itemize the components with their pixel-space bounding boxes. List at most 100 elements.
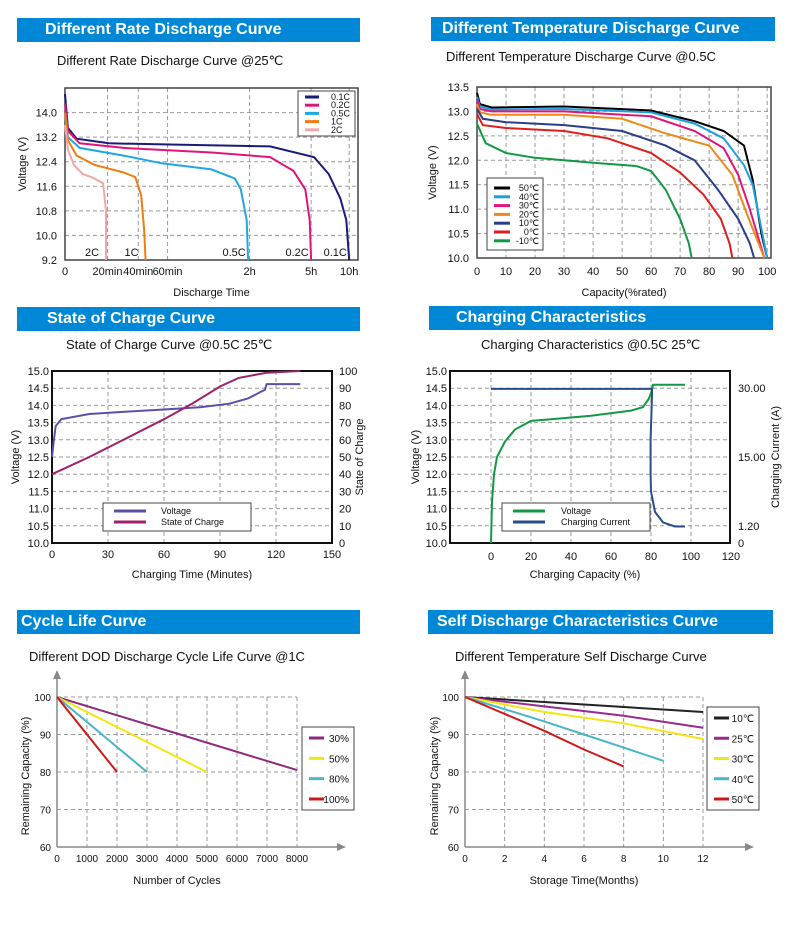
x-axis-label: Storage Time(Months) [530,875,639,887]
y-tick-label: 10.0 [36,230,57,242]
chart-title-charging: Charging Characteristics @0.5C 25℃ [481,337,701,352]
x-axis-label: Capacity(%rated) [582,287,667,299]
x-tick-label: 2h [243,266,255,278]
y2-tick-label: 50 [339,452,351,464]
x-tick-label: 8000 [286,854,309,865]
series-line-10℃ [476,108,756,259]
y2-tick-label: 15.00 [738,452,766,464]
series-line-30℃ [476,98,766,259]
y-tick-label: 12.0 [28,469,49,481]
series-line-50℃ [464,696,625,768]
y-tick-label: 15.0 [426,366,447,378]
series-line-State of Charge [51,370,301,476]
series-end-label: 0.5C [223,247,246,259]
legend-label: 40℃ [732,775,754,786]
plot-frame [476,86,772,259]
y-tick-label: 10.8 [36,206,57,218]
chart-rate-discharge: 9.2 10.0 10.8 11.6 12.4 13.2 14.0 0 20min 40min 60… [17,87,359,299]
legend-label: Voltage [161,506,191,516]
legend-label: 50℃ [519,183,539,193]
panel-header-temp-discharge: Different Temperature Discharge Curve [431,17,775,41]
x-tick-label: 20 [525,551,537,563]
chart-title-rate-discharge: Different Rate Discharge Curve @25℃ [57,53,284,68]
legend-label: 40℃ [519,192,539,202]
y-tick-label: 13.0 [448,106,469,118]
y-tick-label: 70 [448,806,460,817]
y-tick-label: 14.0 [36,108,57,120]
x-tick-label: 4 [542,854,548,865]
y-tick-label: 13.0 [426,435,447,447]
legend-label: 100% [323,795,349,806]
y-tick-label: 11.5 [448,180,469,192]
y-axis-label: Remaining Capacity (%) [429,717,441,836]
panel-header-cycle-life: Cycle Life Curve [17,610,360,634]
y-axis-label: Voltage (V) [10,430,22,484]
x-tick-label: 10 [500,266,512,278]
x-tick-label: 70 [674,266,686,278]
legend-label: -10℃ [516,236,539,246]
x-tick-label: 10 [658,854,670,865]
y-axis-label: Remaining Capacity (%) [20,717,32,836]
y-tick-label: 80 [40,768,52,779]
panel-header-soc: State of Charge Curve [17,307,360,331]
x-tick-label: 10h [340,266,358,278]
legend-label: Voltage [561,506,591,516]
chart-title-soc: State of Charge Curve @0.5C 25℃ [66,337,273,352]
y2-tick-label: 60 [339,435,351,447]
legend-box [501,502,651,532]
y-axis-arrow-icon [461,670,469,679]
series-line-0.5C [64,112,250,261]
y-axis-label: Voltage (V) [410,430,422,484]
legend-label: 80% [329,775,349,786]
x-axis-label: Charging Time (Minutes) [132,569,252,581]
y-tick-label: 9.2 [42,255,57,267]
x-tick-label: 80 [645,551,657,563]
y-tick-label: 12.0 [448,155,469,167]
y2-tick-label: 30.00 [738,383,766,395]
y-tick-label: 11.5 [426,486,447,498]
y2-tick-label: 0 [339,538,345,550]
y-tick-label: 100 [34,693,51,704]
series-line-10℃ [464,696,704,713]
y2-tick-label: 10 [339,521,351,533]
y2-tick-label: 40 [339,469,351,481]
x-tick-label: 0 [462,854,468,865]
x-tick-label: 90 [214,549,226,561]
chart-state-of-charge: 10.0 10.5 11.0 11.5 12.0 12.5 13.0 13.5 14.0 14.5… [10,366,366,581]
x-tick-label: 12 [697,854,709,865]
y-tick-label: 12.5 [448,131,469,143]
y-tick-label: 14.5 [426,383,447,395]
y-tick-label: 13.0 [28,435,49,447]
y2-tick-label: 80 [339,400,351,412]
y-tick-label: 11.0 [28,504,49,516]
x-tick-label: 7000 [256,854,279,865]
x-tick-label: 8 [621,854,627,865]
x-tick-label: 60 [158,549,170,561]
chart-title-cycle-life: Different DOD Discharge Cycle Life Curve… [29,649,305,664]
x-tick-label: 120 [267,549,285,561]
x-tick-label: 20 [529,266,541,278]
series-line-0℃ [476,113,734,259]
series-line-80% [56,696,148,773]
x-tick-label: 2000 [106,854,129,865]
chart-charging: 10.0 10.5 11.0 11.5 12.0 12.5 13.0 13.5 14.0 14.5… [410,366,782,581]
x-tick-label: 100 [682,551,700,563]
series-line-100% [56,696,118,773]
x-tick-label: 40min [123,266,153,278]
series-line-25℃ [464,696,704,729]
series-line-40℃ [476,96,769,259]
y-tick-label: 90 [448,731,460,742]
y-tick-label: 90 [40,731,52,742]
plot-frame [449,370,731,544]
legend-label: Charging Current [561,517,631,527]
y-tick-label: 10.5 [448,229,469,241]
x-tick-label: 0 [49,549,55,561]
x-tick-label: 5000 [196,854,219,865]
legend-label: 20℃ [519,209,539,219]
y2-tick-label: 70 [339,418,351,430]
legend-label: 10℃ [519,218,539,228]
y-axis-label: Voltage (V) [427,145,439,199]
y-tick-label: 80 [448,768,460,779]
